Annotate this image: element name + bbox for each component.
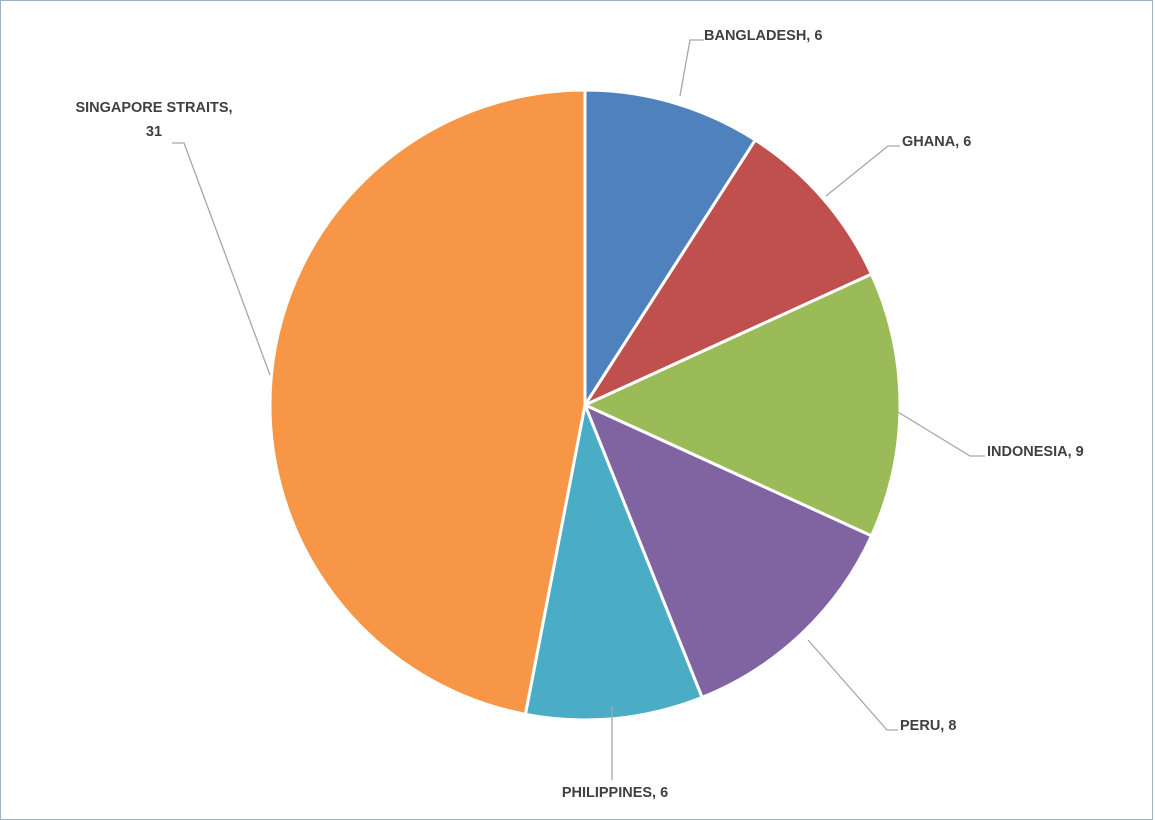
leader-line-ghana: [826, 146, 900, 196]
data-label-peru: PERU, 8: [900, 718, 956, 734]
leader-line-peru: [808, 640, 898, 730]
data-label-bangladesh: BANGLADESH, 6: [704, 28, 822, 44]
slices-layer: [270, 90, 900, 720]
leader-line-indonesia: [898, 412, 985, 456]
leader-line-bangladesh: [680, 40, 704, 96]
pie-slice-singapore-straits: [270, 90, 585, 714]
data-label-philippines: PHILIPPINES, 6: [562, 785, 668, 801]
data-label-indonesia: INDONESIA, 9: [987, 444, 1084, 460]
data-label-singapore-straits: SINGAPORE STRAITS, 31: [75, 100, 232, 140]
data-label-ghana: GHANA, 6: [902, 134, 971, 150]
leader-line-singapore-straits: [172, 143, 270, 375]
